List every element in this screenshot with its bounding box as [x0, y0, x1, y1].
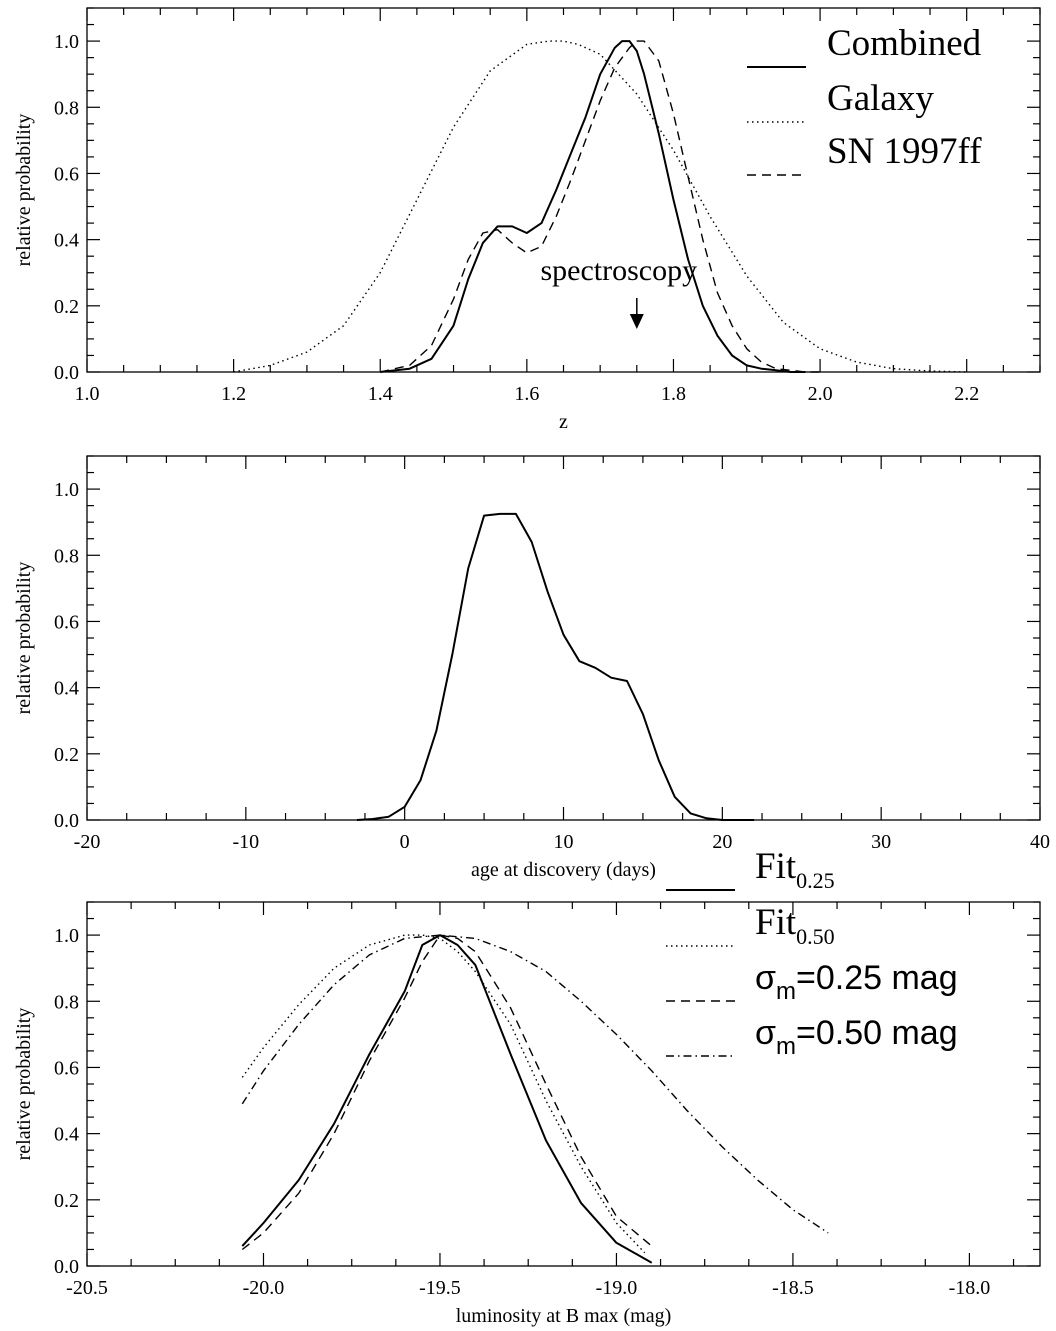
legend-label-1: Fit0.25: [755, 846, 835, 893]
legend-label-4: σm=0.50 mag: [755, 1014, 958, 1060]
legend: Fit0.25 Fit0.50 σm=0.25 mag σm=0.50 mag: [666, 846, 958, 1060]
x-tick-label: 1.8: [661, 383, 686, 405]
x-axis-label: luminosity at B max (mag): [456, 1305, 672, 1327]
y-tick-label: 0.0: [54, 810, 79, 832]
x-tick-label: -19.5: [419, 1277, 461, 1299]
plot-frame: [86, 901, 1041, 1267]
series-line-2: [241, 934, 646, 1254]
x-tick-label: 20: [712, 831, 732, 853]
plot-frame: [86, 455, 1041, 821]
x-tick-label: -20: [74, 831, 101, 853]
legend: Combined Galaxy SN 1997ff: [747, 23, 982, 176]
panel-2: -20 -10 0 10 20 30 40 0.0 0.2 0.4 0.6 0.8 1.0 age at …: [13, 455, 1050, 881]
panel-3: -20.5 -20.0 -19.5 -19.0 -18.5 -18.0 0.0 0.2 0.4 0…: [13, 846, 1041, 1327]
x-tick-label: 40: [1030, 831, 1050, 853]
x-tick-label: 1.6: [514, 383, 539, 405]
x-tick-label: 2.2: [954, 383, 979, 405]
x-tick-label: -18.0: [949, 1277, 991, 1299]
x-tick-label: 2.0: [808, 383, 833, 405]
y-tick-label: 1.0: [54, 479, 79, 501]
annotation-text: spectroscopy: [540, 254, 697, 287]
y-tick-label: 0.4: [54, 230, 79, 252]
y-tick-label: 1.0: [54, 31, 79, 53]
y-tick-label: 1.0: [54, 925, 79, 947]
y-tick-label: 0.8: [54, 97, 79, 119]
legend-label-2: Galaxy: [827, 78, 934, 119]
legend-label-1: Combined: [827, 23, 982, 64]
x-tick-label: -20.5: [66, 1277, 108, 1299]
y-tick-label: 0.8: [54, 991, 79, 1013]
x-tick-label: 1.2: [221, 383, 246, 405]
legend-label-3: SN 1997ff: [827, 131, 982, 172]
y-tick-label: 0.2: [54, 744, 79, 766]
x-tick-label: -19.0: [596, 1277, 638, 1299]
y-tick-label: 0.0: [54, 1256, 79, 1278]
y-tick-label: 0.0: [54, 362, 79, 384]
series-line-2: [233, 40, 967, 373]
y-tick-label: 0.4: [54, 678, 79, 700]
x-axis-label: z: [559, 411, 568, 433]
y-tick-label: 0.2: [54, 296, 79, 318]
x-tick-label: -10: [232, 831, 259, 853]
x-tick-label: 10: [554, 831, 574, 853]
x-tick-label: 1.0: [75, 383, 100, 405]
legend-label-3: σm=0.25 mag: [755, 959, 958, 1005]
x-tick-label: 0: [400, 831, 410, 853]
y-tick-label: 0.2: [54, 1190, 79, 1212]
series-line-1: [356, 512, 755, 821]
y-tick-label: 0.4: [54, 1124, 79, 1146]
y-tick-label: 0.6: [54, 1057, 79, 1079]
x-tick-label: 1.4: [368, 383, 393, 405]
series-line-1: [241, 934, 653, 1264]
series-line-4: [241, 934, 829, 1234]
y-tick-label: 0.6: [54, 163, 79, 185]
y-axis-label: relative probability: [13, 114, 35, 267]
panel-1: 1.0 1.2 1.4 1.6 1.8 2.0 2.2 0.0 0.2 0.4 0.6 0.8 1.0 z…: [13, 7, 1041, 433]
series-line-3: [241, 934, 653, 1251]
y-tick-label: 0.6: [54, 611, 79, 633]
x-tick-label: -20.0: [243, 1277, 285, 1299]
x-tick-label: 30: [871, 831, 891, 853]
y-axis-label: relative probability: [13, 562, 35, 715]
x-tick-label: -18.5: [772, 1277, 814, 1299]
legend-label-2: Fit0.50: [755, 902, 835, 949]
y-axis-label: relative probability: [13, 1008, 35, 1161]
x-axis-label: age at discovery (days): [471, 859, 656, 881]
series-line-1: [380, 40, 806, 373]
annotation-arrow-head: [629, 313, 644, 329]
y-tick-label: 0.8: [54, 545, 79, 567]
series-line-3: [380, 40, 821, 373]
